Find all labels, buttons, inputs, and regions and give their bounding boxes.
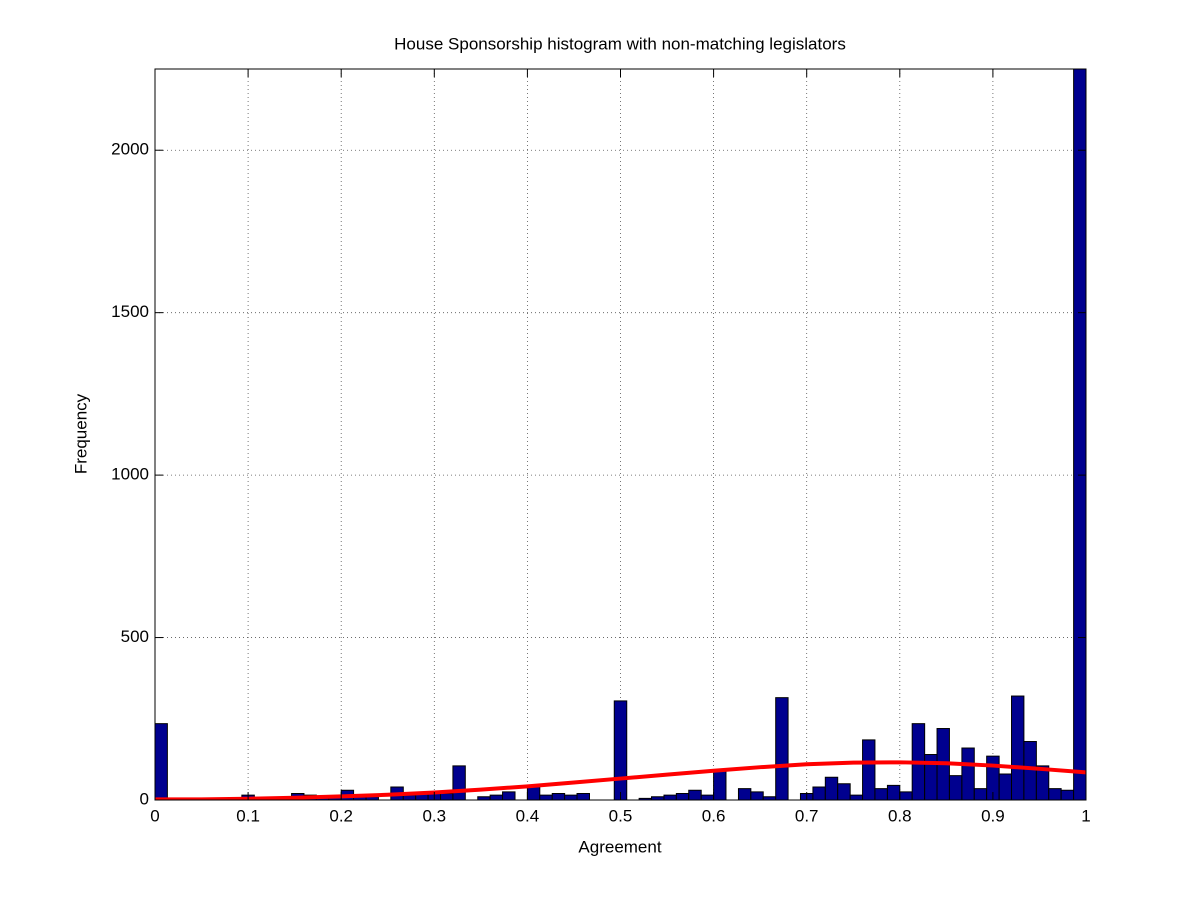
bar <box>973 788 988 800</box>
x-tick-label: 0 <box>150 806 159 825</box>
y-tick-label: 0 <box>140 789 149 808</box>
bar <box>998 773 1013 800</box>
x-tick-label: 1 <box>1081 806 1090 825</box>
y-tick-label: 500 <box>121 627 149 646</box>
bar <box>1073 69 1086 800</box>
x-tick-label: 0.4 <box>516 806 540 825</box>
bar <box>824 776 839 800</box>
bar <box>849 794 864 800</box>
x-tick-label: 0.8 <box>888 806 912 825</box>
bar <box>564 794 578 800</box>
y-axis-label: Frequency <box>71 393 90 474</box>
bar <box>862 739 876 800</box>
bar <box>1011 695 1025 800</box>
axes: 0 0.1 0.2 0.3 0.4 0.5 0.6 0.7 0.8 0.9 1 0 500 1000 150… <box>111 68 1091 825</box>
bar <box>750 791 764 800</box>
bar <box>948 775 963 800</box>
bar <box>452 765 466 800</box>
bar <box>489 794 504 800</box>
bar <box>675 793 690 800</box>
x-tick-label: 0.3 <box>422 806 446 825</box>
bar <box>502 791 516 800</box>
bar <box>1060 789 1075 800</box>
axes-box <box>154 68 1087 801</box>
y-tick-label: 2000 <box>111 140 149 159</box>
x-tick-label: 0.1 <box>236 806 260 825</box>
bar <box>663 794 677 800</box>
y-tick-label: 1000 <box>111 465 149 484</box>
bar <box>775 697 789 800</box>
chart-title: House Sponsorship histogram with non-mat… <box>394 34 846 53</box>
bar <box>155 723 168 800</box>
bar <box>1048 788 1062 800</box>
bar <box>961 747 975 800</box>
bar <box>688 789 702 800</box>
plot-area <box>155 69 1086 800</box>
bar <box>700 794 715 800</box>
x-tick-label: 0.5 <box>609 806 633 825</box>
bar <box>812 786 826 800</box>
bar <box>886 784 901 800</box>
bar <box>551 793 566 800</box>
y-tick-label: 1500 <box>111 302 149 321</box>
bar <box>874 788 888 800</box>
bar <box>899 791 913 800</box>
x-tick-label: 0.2 <box>329 806 353 825</box>
x-tick-label: 0.6 <box>702 806 726 825</box>
fit-curve <box>155 760 1086 800</box>
bar <box>737 788 752 800</box>
x-tick-label: 0.9 <box>981 806 1005 825</box>
bar <box>539 794 553 800</box>
bar <box>613 700 628 800</box>
x-tick-label: 0.7 <box>795 806 819 825</box>
bar <box>576 793 590 800</box>
bar <box>837 783 851 800</box>
bar <box>526 786 541 800</box>
bar <box>1023 741 1037 800</box>
bar <box>713 770 727 800</box>
x-axis-label: Agreement <box>578 837 661 856</box>
bar <box>440 793 454 800</box>
